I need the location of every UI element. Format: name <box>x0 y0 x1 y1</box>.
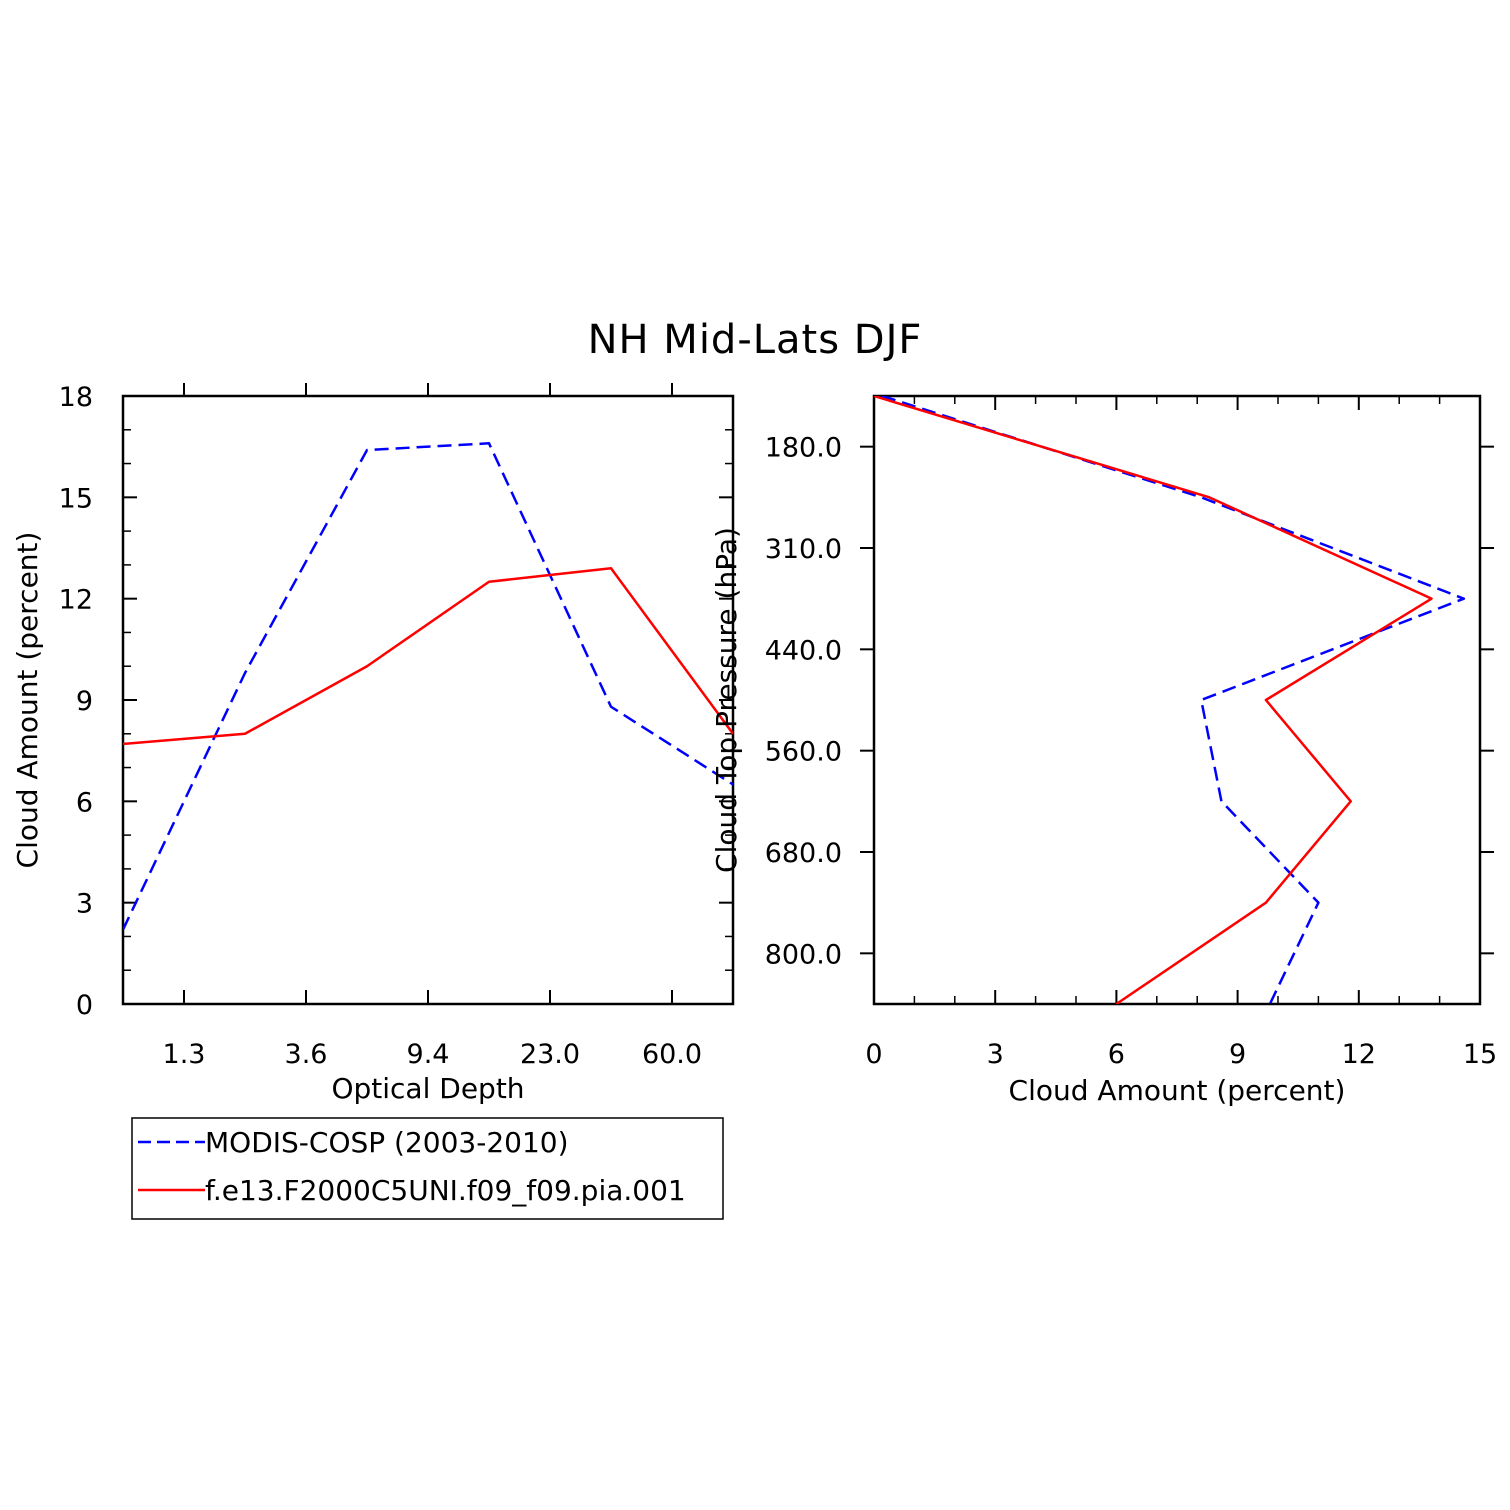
left-y-axis-label: Cloud Amount (percent) <box>11 532 44 869</box>
left-y-tick-label: 3 <box>76 889 93 920</box>
left-x-tick-label: 3.6 <box>285 1039 328 1070</box>
left-x-tick-label: 60.0 <box>642 1039 702 1070</box>
right-x-tick-label: 0 <box>865 1039 882 1070</box>
right-x-tick-label: 6 <box>1108 1039 1125 1070</box>
cloud-top-pressure-panel: 0 3 6 9 12 15 180.0 310.0 440.0 560.0 680.0 800.0 Cl… <box>710 394 1497 1107</box>
right-y-axis-label: Cloud Top Pressure (hPa) <box>710 527 743 873</box>
left-series-model-line <box>123 567 733 746</box>
legend: MODIS-COSP (2003-2010) f.e13.F2000C5UNI.… <box>131 1117 724 1220</box>
right-y-tick-label: 440.0 <box>765 635 842 666</box>
legend-model-label: f.e13.F2000C5UNI.f09_f09.pia.001 <box>205 1174 686 1207</box>
right-x-tick-label: 9 <box>1229 1039 1246 1070</box>
left-y-tick-label: 15 <box>59 483 93 514</box>
legend-box <box>131 1117 724 1220</box>
right-series-model-line <box>874 396 1433 1004</box>
right-series-obs-line <box>881 396 1466 1004</box>
right-y-tick-label: 310.0 <box>765 534 842 565</box>
left-y-tick-label: 12 <box>59 585 93 616</box>
left-y-tick-label: 0 <box>76 990 93 1021</box>
right-x-axis-label: Cloud Amount (percent) <box>1009 1074 1346 1107</box>
left-series-obs-line <box>123 442 733 931</box>
left-x-tick-label: 9.4 <box>407 1039 450 1070</box>
chart-title: NH Mid-Lats DJF <box>588 317 923 363</box>
right-x-tick-label: 3 <box>987 1039 1004 1070</box>
left-plot-frame <box>121 394 735 1006</box>
right-plot-frame <box>872 394 1482 1006</box>
optical-depth-panel: 0 3 6 9 12 15 18 1.3 3.6 9.4 23.0 60.0 Optical Depth… <box>11 382 735 1105</box>
left-x-tick-label: 1.3 <box>163 1039 206 1070</box>
left-y-tick-label: 18 <box>59 382 93 413</box>
left-x-tick-label: 23.0 <box>520 1039 580 1070</box>
right-x-tick-label: 15 <box>1463 1039 1497 1070</box>
right-y-tick-label: 800.0 <box>765 939 842 970</box>
left-x-axis-label: Optical Depth <box>331 1072 524 1105</box>
right-y-tick-label: 180.0 <box>765 433 842 464</box>
legend-obs-label: MODIS-COSP (2003-2010) <box>205 1126 569 1159</box>
left-y-tick-label: 6 <box>76 787 93 818</box>
left-y-tick-label: 9 <box>76 686 93 717</box>
right-y-tick-label: 560.0 <box>765 737 842 768</box>
right-x-tick-label: 12 <box>1342 1039 1376 1070</box>
right-y-tick-label: 680.0 <box>765 838 842 869</box>
